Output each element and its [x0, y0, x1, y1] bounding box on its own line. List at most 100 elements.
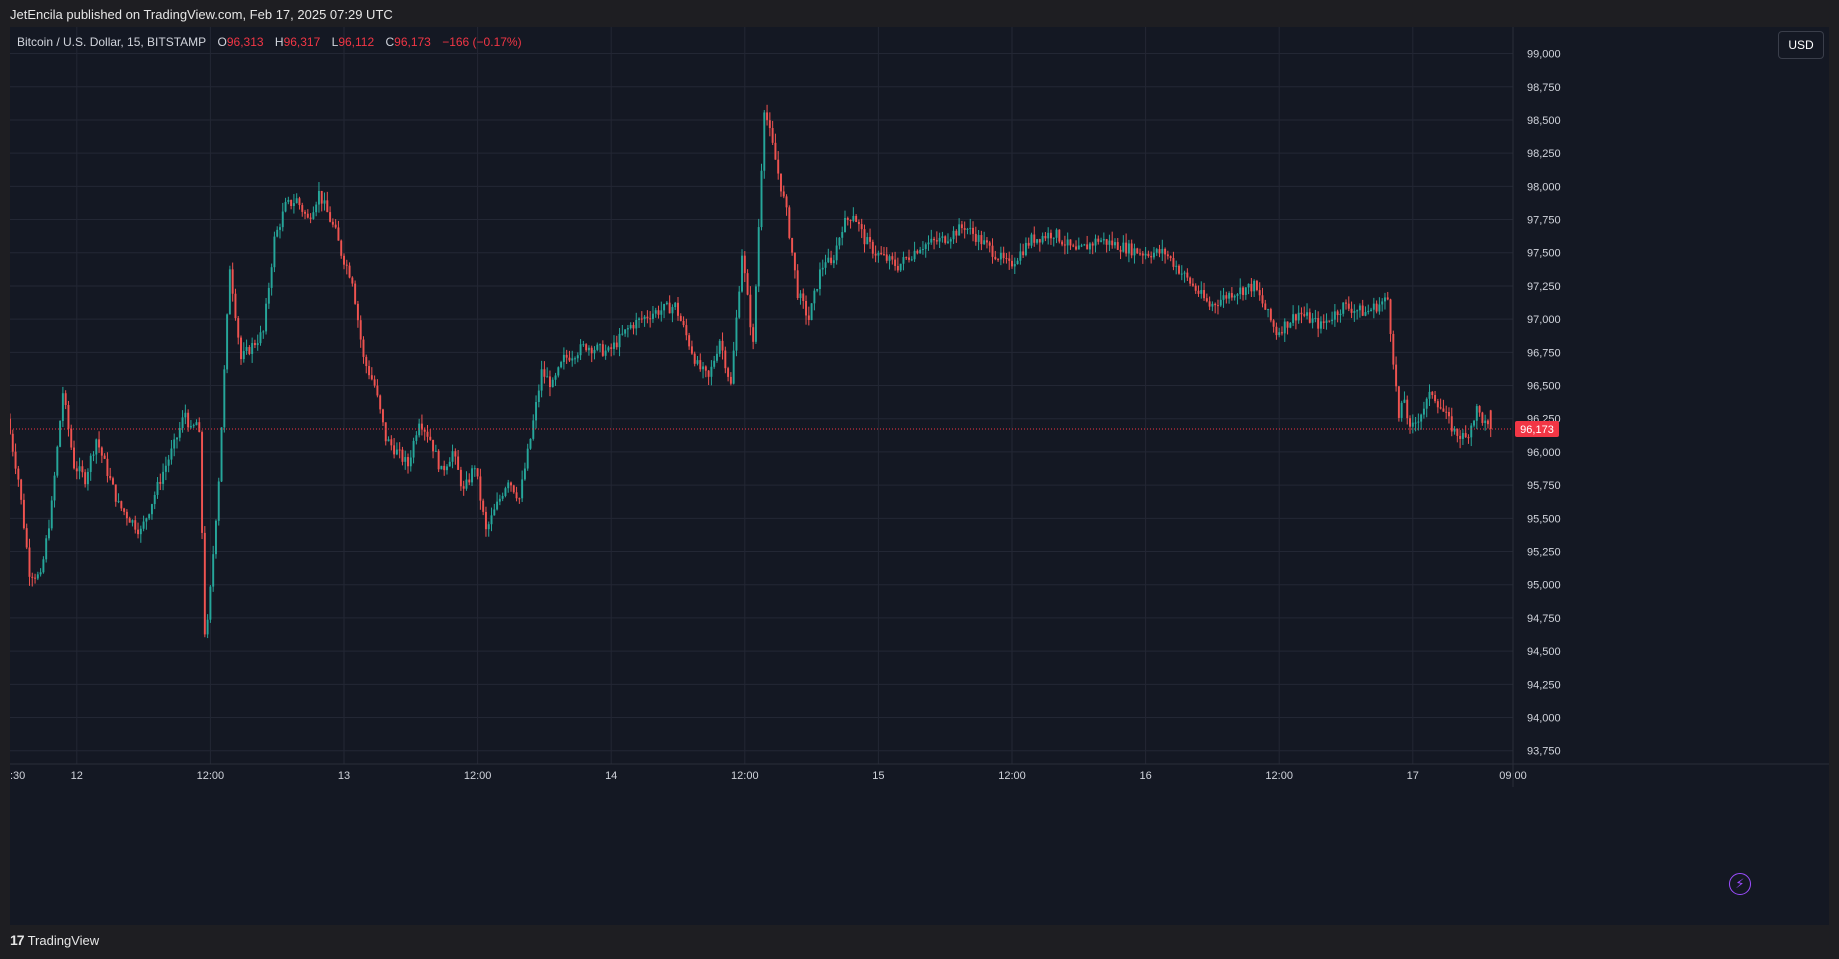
candle-body	[279, 227, 281, 230]
candle-body	[401, 449, 404, 462]
candle-body	[462, 486, 465, 489]
candle-body	[880, 252, 883, 255]
candle-body	[1038, 239, 1041, 243]
candle-body	[1005, 258, 1008, 260]
candle-body	[938, 237, 941, 242]
chart-area[interactable]: 93,750 94,000 94,250 94,500 94,750 95,000 95,2…	[10, 27, 1829, 925]
candle-body	[1013, 264, 1016, 267]
candle-body	[145, 518, 148, 522]
candle-body	[226, 314, 229, 370]
candle-body	[693, 353, 696, 364]
candle-body	[1183, 272, 1186, 274]
candle-body	[423, 429, 426, 432]
candle-body	[991, 245, 994, 257]
candle-body	[1214, 303, 1217, 306]
candle-body	[624, 329, 627, 334]
candle-body	[295, 198, 298, 204]
candle-body	[292, 203, 295, 207]
candle-body	[1194, 285, 1197, 291]
candle-body	[454, 451, 457, 457]
candle-body	[468, 479, 471, 483]
candle-body	[1481, 412, 1484, 424]
candle-body	[1111, 240, 1114, 246]
candle-body	[807, 315, 810, 321]
candle-body	[1367, 310, 1370, 313]
open-value: 96,313	[226, 35, 264, 49]
candle-body	[114, 484, 117, 502]
candle-body	[214, 520, 217, 555]
candle-body	[86, 471, 89, 485]
candle-body	[1303, 314, 1306, 316]
candle-body	[654, 310, 657, 314]
candle-body	[426, 431, 429, 437]
candle-body	[1339, 313, 1342, 316]
candle-body	[1356, 310, 1359, 312]
candle-body	[1342, 302, 1345, 314]
candle-body	[626, 328, 629, 330]
candle-body	[821, 267, 824, 270]
low-value: 96,112	[338, 35, 375, 49]
x-tick-label: 14	[605, 770, 617, 782]
candle-body	[329, 212, 332, 222]
candle-body	[120, 501, 123, 509]
candle-body	[25, 528, 28, 548]
candle-body	[791, 237, 794, 253]
candle-body	[919, 249, 922, 254]
candle-body	[95, 439, 98, 455]
candle-body	[1436, 401, 1439, 408]
candle-body	[432, 439, 435, 452]
candle-body	[1069, 239, 1072, 246]
candle-body	[565, 354, 568, 358]
candle-body	[1345, 302, 1347, 304]
candlestick-chart[interactable]: 93,750 94,000 94,250 94,500 94,750 95,000 95,2…	[10, 27, 1829, 925]
symbol-name[interactable]: Bitcoin / U.S. Dollar, 15, BITSTAMP	[17, 35, 207, 49]
candle-body	[960, 224, 963, 229]
candle-body	[1283, 321, 1286, 334]
candle-body	[301, 205, 304, 212]
candle-body	[941, 236, 944, 238]
candle-body	[331, 221, 334, 225]
candle-body	[1286, 321, 1289, 328]
candle-body	[554, 375, 557, 380]
tradingview-logo[interactable]: 17 TradingView	[10, 932, 99, 948]
candle-body	[702, 366, 705, 370]
candle-body	[568, 357, 571, 361]
candle-body	[490, 515, 493, 525]
candle-body	[596, 344, 599, 350]
candle-body	[1319, 321, 1322, 329]
candle-body	[1236, 294, 1239, 296]
candle-body	[1208, 301, 1211, 307]
tradingview-mark-icon: 17	[10, 932, 25, 948]
candle-body	[203, 532, 206, 635]
candle-body	[1144, 253, 1147, 256]
candle-body	[201, 432, 204, 533]
candle-body	[471, 468, 474, 483]
lightning-icon[interactable]: ⚡	[1729, 873, 1751, 895]
candle-body	[50, 500, 53, 529]
candle-body	[412, 440, 415, 458]
candle-body	[404, 457, 407, 462]
candle-body	[162, 471, 165, 484]
currency-button[interactable]: USD	[1778, 31, 1824, 59]
candle-body	[510, 482, 512, 486]
candle-body	[846, 218, 849, 220]
candle-body	[849, 219, 852, 221]
candle-body	[1049, 232, 1052, 239]
y-tick-label: 95,250	[1527, 547, 1561, 559]
candle-body	[902, 257, 905, 264]
candle-body	[459, 469, 462, 487]
candle-body	[493, 509, 496, 516]
candle-body	[1024, 242, 1027, 256]
candle-body	[793, 252, 796, 271]
candle-body	[646, 316, 649, 319]
candle-body	[379, 395, 382, 410]
candle-body	[181, 417, 184, 429]
candle-body	[340, 240, 343, 256]
candle-body	[256, 343, 259, 346]
candle-body	[699, 360, 702, 370]
candle-body	[1030, 234, 1033, 246]
candle-body	[1478, 406, 1481, 413]
candle-body	[1406, 399, 1409, 419]
candle-body	[643, 316, 646, 320]
candle-body	[498, 498, 501, 502]
